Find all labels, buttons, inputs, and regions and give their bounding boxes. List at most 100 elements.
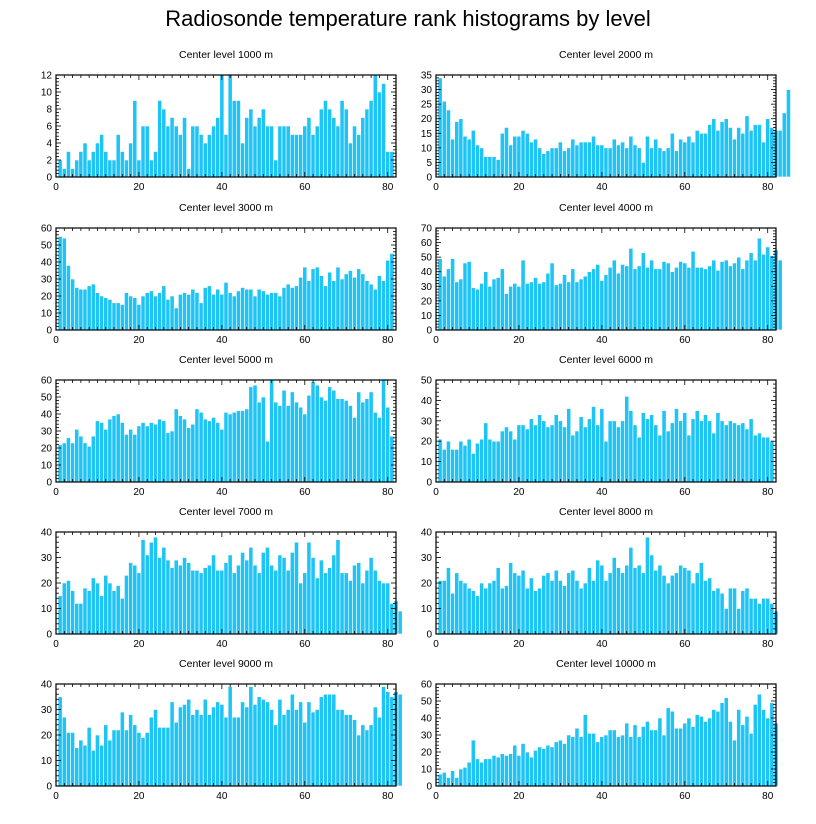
histogram-bar: [578, 141, 584, 178]
histogram-bar: [599, 280, 605, 331]
histogram-bar: [178, 415, 183, 483]
histogram-bar: [504, 127, 509, 178]
histogram-bar: [545, 426, 551, 483]
histogram-bar: [765, 118, 771, 178]
histogram-bar: [86, 727, 92, 787]
histogram-bar: [323, 572, 328, 635]
histogram-bar: [273, 724, 279, 787]
histogram-panel-4: 0 20 40 60 80 0 10 20 30 40 50 60 70 Center level 400…: [421, 202, 783, 346]
panel-frame: [435, 74, 777, 178]
histogram-bar: [140, 295, 146, 331]
histogram-bar: [690, 726, 696, 787]
histogram-bar: [458, 118, 464, 178]
histogram-bar: [281, 389, 287, 483]
y-tick-label: 50: [421, 253, 433, 264]
histogram-bar: [499, 268, 505, 331]
histogram-bar: [574, 144, 580, 178]
histogram-bar: [437, 258, 443, 331]
x-tick-label: 0: [433, 791, 439, 802]
histogram-bar: [285, 709, 291, 787]
histogram-bar: [752, 124, 758, 178]
y-tick-label: 20: [41, 292, 53, 303]
histogram-bar: [686, 434, 692, 483]
histogram-bar: [194, 292, 200, 331]
y-tick-label: 10: [41, 88, 53, 99]
histogram-bar: [657, 434, 663, 483]
histogram-bar: [198, 302, 204, 331]
histogram-bar: [335, 125, 341, 178]
histogram-bar: [294, 709, 299, 787]
x-tick-label: 40: [596, 487, 608, 498]
histogram-bar: [475, 288, 480, 331]
histogram-bar: [686, 135, 692, 178]
y-tick-label: 0: [426, 478, 432, 489]
y-tick-label: 40: [41, 410, 53, 421]
histogram-bar: [352, 276, 357, 331]
y-tick-label: 20: [41, 444, 53, 455]
histogram-bar: [194, 125, 200, 178]
histogram-bar: [520, 259, 526, 331]
histogram-bar: [356, 562, 362, 635]
histogram-bar: [558, 739, 563, 787]
histogram-bar: [632, 724, 638, 787]
histogram-bar: [377, 716, 382, 787]
histogram-bar: [669, 132, 675, 178]
histogram-bar: [607, 147, 613, 178]
histogram-bar: [132, 434, 138, 483]
histogram-bar: [620, 264, 625, 331]
histogram-bar: [227, 292, 233, 331]
histogram-bar: [265, 293, 270, 331]
histogram-bar: [690, 582, 696, 635]
histogram-bar: [678, 261, 684, 331]
histogram-bar: [306, 280, 312, 331]
histogram-bar: [252, 125, 258, 178]
histogram-bar: [533, 138, 538, 178]
histogram-bar: [318, 275, 324, 331]
histogram-bar: [686, 717, 692, 787]
histogram-bar: [66, 265, 71, 331]
histogram-bar: [504, 426, 509, 483]
histogram-bar: [752, 434, 758, 483]
histogram-bar: [558, 141, 563, 178]
histogram-bar: [348, 142, 353, 178]
histogram-bar: [327, 693, 333, 787]
histogram-bar: [611, 259, 617, 331]
histogram-bar: [310, 711, 316, 787]
x-tick-label: 20: [133, 791, 145, 802]
histogram-bar: [252, 295, 258, 331]
histogram-bar: [744, 259, 750, 331]
histogram-bar: [385, 406, 391, 483]
histogram-bar: [223, 134, 229, 178]
histogram-bar: [678, 420, 684, 483]
y-tick-label: 60: [421, 680, 433, 691]
histogram-bar: [669, 710, 675, 787]
y-tick-label: 30: [421, 553, 433, 564]
histogram-bar: [194, 408, 200, 483]
histogram-bar: [645, 267, 650, 331]
x-tick-label: 0: [53, 487, 59, 498]
x-tick-label: 60: [679, 639, 691, 650]
x-tick-label: 40: [596, 639, 608, 650]
histogram-bar: [119, 304, 125, 331]
histogram-bar: [703, 132, 708, 178]
histogram-bar: [483, 271, 489, 331]
y-tick-label: 10: [41, 461, 53, 472]
histogram-bar: [616, 567, 621, 635]
histogram-bar: [66, 732, 71, 787]
histogram-bar: [636, 265, 642, 331]
histogram-bar: [781, 112, 787, 178]
histogram-bar: [289, 552, 295, 635]
histogram-bar: [574, 727, 580, 787]
x-tick-label: 0: [53, 639, 59, 650]
histogram-bar: [649, 414, 654, 483]
histogram-bar: [219, 569, 225, 635]
histogram-bar: [182, 292, 187, 331]
y-tick-label: 0: [426, 173, 432, 184]
x-tick-label: 80: [762, 639, 774, 650]
histogram-bar: [516, 135, 522, 178]
y-tick-label: 40: [41, 258, 53, 269]
histogram-bar: [715, 130, 721, 178]
histogram-bar: [661, 261, 667, 331]
histogram-bar: [632, 268, 638, 331]
x-tick-label: 0: [53, 182, 59, 193]
